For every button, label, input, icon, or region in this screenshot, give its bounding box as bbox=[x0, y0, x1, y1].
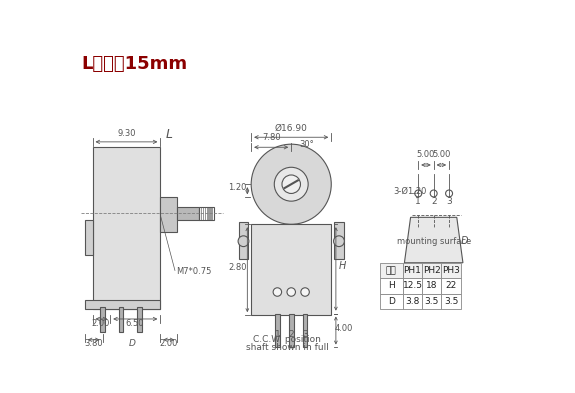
Bar bbox=[202, 207, 204, 220]
Bar bbox=[239, 222, 248, 259]
Circle shape bbox=[430, 190, 437, 197]
Bar bbox=[209, 207, 210, 220]
Text: 3-Ø1.20: 3-Ø1.20 bbox=[393, 186, 426, 195]
Bar bbox=[275, 314, 279, 347]
Text: shaft shown in full: shaft shown in full bbox=[246, 343, 329, 352]
Text: PH1: PH1 bbox=[404, 266, 421, 275]
Bar bbox=[206, 207, 208, 220]
Bar bbox=[442, 278, 461, 294]
Text: 5.00: 5.00 bbox=[417, 150, 435, 159]
Text: M7*0.75: M7*0.75 bbox=[176, 267, 211, 276]
Text: PH3: PH3 bbox=[442, 266, 460, 275]
Text: 5.00: 5.00 bbox=[432, 150, 451, 159]
Text: 3.8: 3.8 bbox=[405, 297, 420, 306]
Text: 2: 2 bbox=[431, 197, 436, 206]
Polygon shape bbox=[404, 217, 463, 263]
Bar bbox=[403, 278, 422, 294]
Text: H: H bbox=[388, 281, 394, 290]
Circle shape bbox=[301, 288, 309, 296]
Text: 9.30: 9.30 bbox=[117, 129, 136, 138]
Bar bbox=[177, 207, 199, 220]
Text: 1: 1 bbox=[274, 330, 280, 339]
Circle shape bbox=[273, 288, 282, 296]
Bar bbox=[334, 222, 344, 259]
Bar bbox=[205, 207, 206, 220]
Bar bbox=[201, 207, 202, 220]
Bar bbox=[403, 263, 422, 278]
Text: D: D bbox=[461, 235, 468, 246]
Bar bbox=[251, 224, 331, 315]
Text: 3: 3 bbox=[302, 330, 308, 339]
Text: 2.80: 2.80 bbox=[228, 263, 247, 272]
Circle shape bbox=[415, 190, 421, 197]
Bar bbox=[422, 278, 442, 294]
Bar bbox=[199, 207, 214, 220]
Bar bbox=[93, 147, 160, 309]
Bar bbox=[85, 220, 93, 255]
Text: L: L bbox=[166, 128, 173, 141]
Bar bbox=[85, 300, 160, 309]
Bar bbox=[160, 197, 177, 232]
Text: 2.00: 2.00 bbox=[92, 319, 110, 328]
Text: 30°: 30° bbox=[299, 140, 314, 149]
Circle shape bbox=[238, 236, 249, 246]
Bar bbox=[403, 294, 422, 309]
Circle shape bbox=[282, 175, 301, 193]
Bar bbox=[422, 263, 442, 278]
Text: mounting surface: mounting surface bbox=[397, 237, 471, 246]
Text: 2: 2 bbox=[289, 330, 294, 339]
Bar bbox=[422, 294, 442, 309]
Text: 2.00: 2.00 bbox=[160, 339, 178, 348]
Bar bbox=[210, 207, 212, 220]
Circle shape bbox=[274, 167, 308, 201]
Text: L：柄长15mm: L：柄长15mm bbox=[81, 55, 187, 73]
Bar bbox=[100, 307, 105, 332]
Text: 表示: 表示 bbox=[386, 266, 397, 275]
Circle shape bbox=[334, 236, 344, 246]
Text: D: D bbox=[388, 297, 395, 306]
Text: 22: 22 bbox=[446, 281, 457, 290]
Text: 3.5: 3.5 bbox=[444, 297, 458, 306]
Bar bbox=[303, 314, 308, 347]
Text: 3.5: 3.5 bbox=[424, 297, 439, 306]
Text: D: D bbox=[128, 339, 135, 348]
Text: C.C.W. position: C.C.W. position bbox=[254, 335, 321, 344]
Bar bbox=[119, 307, 124, 332]
Bar bbox=[442, 263, 461, 278]
Text: PH2: PH2 bbox=[423, 266, 440, 275]
Text: 1: 1 bbox=[415, 197, 421, 206]
Circle shape bbox=[287, 288, 296, 296]
Text: 18: 18 bbox=[426, 281, 438, 290]
Text: 3: 3 bbox=[446, 197, 452, 206]
Bar bbox=[212, 207, 213, 220]
Text: 6.50: 6.50 bbox=[126, 319, 144, 328]
Text: 4.00: 4.00 bbox=[335, 323, 353, 332]
Text: 3.80: 3.80 bbox=[84, 339, 103, 348]
Bar bbox=[442, 294, 461, 309]
Text: Ø16.90: Ø16.90 bbox=[275, 123, 308, 132]
Text: 1.20: 1.20 bbox=[228, 184, 247, 193]
Bar bbox=[380, 294, 403, 309]
Text: 12.5: 12.5 bbox=[402, 281, 423, 290]
Bar bbox=[137, 307, 142, 332]
Circle shape bbox=[251, 144, 331, 224]
Bar bbox=[380, 263, 403, 278]
Bar bbox=[199, 207, 200, 220]
Text: 7.80: 7.80 bbox=[262, 133, 281, 142]
Bar bbox=[380, 278, 403, 294]
Circle shape bbox=[446, 190, 453, 197]
Text: H: H bbox=[338, 261, 346, 271]
Bar bbox=[289, 314, 293, 347]
